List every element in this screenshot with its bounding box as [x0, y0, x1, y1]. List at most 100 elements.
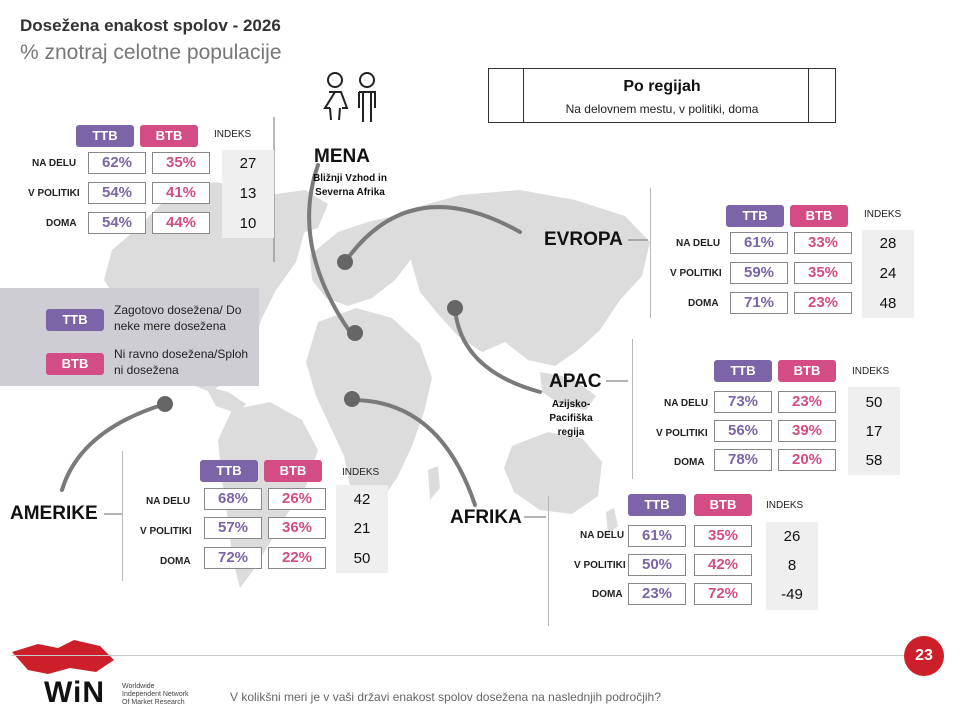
header-btb: BTB	[790, 205, 848, 227]
ttb-cell: 50%	[628, 554, 686, 576]
index-cell: 48	[879, 295, 897, 312]
ttb-cell: 68%	[204, 488, 262, 510]
ttb-cell: 59%	[730, 262, 788, 284]
header-ttb: TTB	[726, 205, 784, 227]
table-row: 54% 44% 10	[0, 212, 296, 236]
panel-afrika: TTB BTB INDEKS 61% 35% 26 50% 42% 8 23% …	[536, 490, 818, 630]
region-markers	[157, 254, 463, 412]
ttb-cell: 23%	[628, 583, 686, 605]
index-cell: 24	[879, 265, 897, 282]
table-row: 71% 23% 48	[638, 292, 938, 316]
panel-evropa: TTB BTB INDEKS 61% 33% 28 59% 35% 24 71%…	[638, 188, 914, 340]
btb-cell: 20%	[778, 449, 836, 471]
region-box-title: Po regijah	[623, 78, 701, 95]
arc-amerike	[60, 402, 167, 492]
header-index: INDEKS	[864, 209, 902, 220]
ttb-cell: 62%	[88, 152, 146, 174]
marker-amerike	[157, 396, 173, 412]
man-icon	[358, 72, 376, 122]
table-row: 23% 72% -49	[536, 583, 836, 607]
btb-cell: 72%	[694, 583, 752, 605]
legend-ttb-text: Zagotovo dosežena/ Do neke mere dosežena	[114, 303, 242, 333]
index-cell: 17	[865, 423, 883, 440]
region-label-amerike: AMERIKE	[10, 503, 98, 524]
marker-evropa	[337, 254, 353, 270]
ttb-cell: 54%	[88, 212, 146, 234]
region-label-apac: APAC	[549, 371, 602, 392]
legend-btb-text: Ni ravno dosežena/Sploh ni dosežena	[114, 347, 249, 377]
row-label: DOMA	[46, 218, 77, 229]
panel-apac: TTB BTB INDEKS 73% 23% 50 56% 39% 17 78%…	[622, 339, 900, 497]
btb-cell: 26%	[268, 488, 326, 510]
region-sub-mena: Bližnji Vzhod in Severna Afrika	[313, 173, 387, 198]
row-label: NA DELU	[676, 238, 721, 249]
region-label-afrika: AFRIKA	[450, 507, 522, 528]
btb-cell: 23%	[778, 391, 836, 413]
ttb-cell: 61%	[730, 232, 788, 254]
btb-cell: 35%	[152, 152, 210, 174]
survey-question: V kolikšni meri je v vaši državi enakost…	[230, 690, 661, 704]
arc-apac	[453, 306, 542, 394]
connector-arcs	[60, 163, 542, 507]
header-index: INDEKS	[342, 467, 380, 478]
header-index: INDEKS	[852, 366, 890, 377]
arc-mena	[307, 163, 352, 334]
row-label: NA DELU	[32, 158, 77, 169]
row-label: V POLITIKI	[28, 188, 80, 199]
btb-cell: 44%	[152, 212, 210, 234]
header-btb: BTB	[140, 125, 198, 147]
region-label-evropa: EVROPA	[544, 229, 623, 250]
woman-icon	[323, 72, 349, 121]
row-label: DOMA	[160, 556, 191, 567]
row-label: V POLITIKI	[574, 560, 626, 571]
row-label: NA DELU	[580, 530, 625, 541]
ttb-cell: 78%	[714, 449, 772, 471]
btb-cell: 39%	[778, 420, 836, 442]
new-zealand	[606, 508, 618, 534]
header-ttb: TTB	[76, 125, 134, 147]
header-ttb: TTB	[200, 460, 258, 482]
btb-cell: 22%	[268, 547, 326, 569]
index-cell: 21	[353, 520, 371, 537]
table-row: 56% 39% 17	[622, 420, 922, 444]
ttb-cell: 72%	[204, 547, 262, 569]
header-index: INDEKS	[214, 129, 252, 140]
header-ttb: TTB	[714, 360, 772, 382]
row-label: DOMA	[674, 457, 705, 468]
index-cell: 28	[879, 235, 897, 252]
header-btb: BTB	[778, 360, 836, 382]
win-logo-sub: Worldwide Independent Network Of Market …	[122, 683, 189, 706]
europe	[310, 214, 422, 306]
header-btb: BTB	[264, 460, 322, 482]
row-label: NA DELU	[664, 398, 709, 409]
index-cell: 13	[239, 185, 257, 202]
legend: TTB Zagotovo dosežena/ Do neke mere dose…	[0, 288, 259, 386]
index-cell: -49	[781, 586, 803, 603]
ttb-cell: 54%	[88, 182, 146, 204]
index-cell: 26	[783, 528, 801, 545]
madagascar	[428, 466, 440, 500]
marker-mena	[347, 325, 363, 341]
row-label: V POLITIKI	[140, 526, 192, 537]
index-cell: 42	[353, 491, 371, 508]
index-cell: 8	[787, 557, 797, 574]
ttb-cell: 71%	[730, 292, 788, 314]
btb-cell: 42%	[694, 554, 752, 576]
table-row: 78% 20% 58	[622, 449, 922, 473]
region-label-mena: MENA	[314, 146, 370, 167]
table-row: 59% 35% 24	[638, 262, 938, 286]
page-subtitle: % znotraj celotne populacije	[20, 41, 282, 64]
table-row: 73% 23% 50	[622, 391, 922, 415]
ttb-cell: 56%	[714, 420, 772, 442]
region-sub-apac: Azijsko-Pacifiška regija	[549, 399, 593, 438]
btb-cell: 35%	[694, 525, 752, 547]
region-box: Po regijah Na delovnem mestu, v politiki…	[488, 68, 836, 123]
index-cell: 10	[239, 215, 257, 232]
btb-cell: 33%	[794, 232, 852, 254]
table-row: 50% 42% 8	[536, 554, 836, 578]
table-row: 72% 22% 50	[112, 547, 412, 571]
row-label: V POLITIKI	[670, 268, 722, 279]
table-row: 62% 35% 27	[0, 152, 296, 176]
header-index: INDEKS	[766, 500, 804, 511]
arc-evropa	[343, 205, 522, 264]
